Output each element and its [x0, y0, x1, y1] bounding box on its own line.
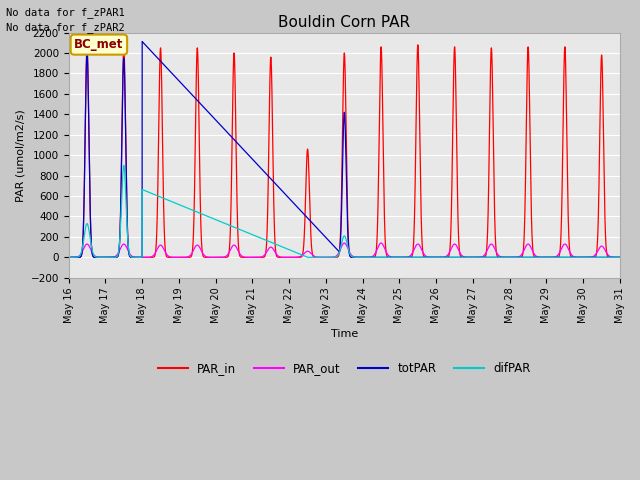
totPAR — [420, 254, 428, 260]
PAR_out — [271, 249, 279, 255]
difPAR — [183, 205, 191, 211]
totPAR — [499, 254, 507, 260]
PAR_in — [420, 254, 428, 260]
PAR_in — [177, 254, 184, 260]
PAR_in — [65, 254, 72, 260]
PAR_out — [285, 254, 293, 260]
difPAR — [177, 203, 185, 208]
difPAR — [271, 241, 279, 247]
PAR_out — [177, 254, 184, 260]
Line: totPAR: totPAR — [68, 42, 620, 257]
totPAR — [359, 254, 367, 260]
difPAR — [120, 163, 127, 168]
Text: No data for f_zPAR2: No data for f_zPAR2 — [6, 22, 125, 33]
Line: difPAR: difPAR — [68, 166, 620, 257]
totPAR — [271, 180, 279, 186]
PAR_out — [499, 254, 507, 260]
totPAR — [614, 254, 622, 260]
difPAR — [304, 254, 312, 260]
totPAR — [65, 254, 72, 260]
PAR_in — [285, 254, 293, 260]
Text: BC_met: BC_met — [74, 38, 124, 51]
PAR_in — [183, 254, 191, 260]
PAR_out — [377, 240, 385, 246]
difPAR — [499, 254, 507, 260]
PAR_in — [616, 254, 624, 260]
Y-axis label: PAR (umol/m2/s): PAR (umol/m2/s) — [15, 109, 25, 202]
X-axis label: Time: Time — [331, 329, 358, 339]
Line: PAR_in: PAR_in — [68, 45, 620, 257]
PAR_in — [499, 254, 507, 260]
difPAR — [614, 254, 622, 260]
difPAR — [420, 254, 428, 260]
PAR_in — [414, 42, 422, 48]
Legend: PAR_in, PAR_out, totPAR, difPAR: PAR_in, PAR_out, totPAR, difPAR — [154, 357, 535, 380]
PAR_in — [271, 240, 279, 246]
PAR_out — [614, 254, 622, 260]
PAR_in — [614, 254, 622, 260]
totPAR — [138, 39, 146, 45]
PAR_out — [65, 254, 72, 260]
difPAR — [65, 254, 72, 260]
Title: Bouldin Corn PAR: Bouldin Corn PAR — [278, 15, 410, 30]
difPAR — [616, 254, 624, 260]
Text: No data for f_zPAR1: No data for f_zPAR1 — [6, 7, 125, 18]
totPAR — [177, 80, 185, 86]
totPAR — [183, 86, 191, 92]
PAR_out — [183, 254, 191, 260]
PAR_out — [616, 254, 624, 260]
totPAR — [616, 254, 624, 260]
PAR_out — [420, 252, 428, 258]
Line: PAR_out: PAR_out — [68, 243, 620, 257]
